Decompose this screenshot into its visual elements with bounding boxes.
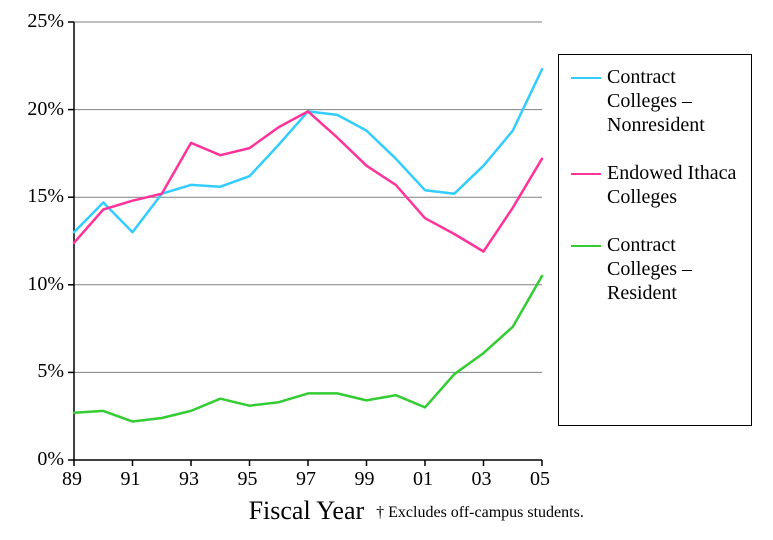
x-tick-label: 95 xyxy=(238,468,258,491)
x-tick-label: 89 xyxy=(62,468,82,491)
x-tick-label: 91 xyxy=(121,468,141,491)
y-tick-label: 20% xyxy=(27,98,64,121)
x-tick-label: 05 xyxy=(530,468,550,491)
series-line-resident xyxy=(74,276,542,422)
x-tick-label: 03 xyxy=(472,468,492,491)
legend-swatch xyxy=(571,77,601,79)
y-tick-label: 0% xyxy=(37,448,64,471)
y-tick-label: 25% xyxy=(27,10,64,33)
chart-container: 0% 5% 10% 15% 20% 25% 89 91 93 95 97 99 01 03 05 Fisc… xyxy=(0,0,773,540)
x-tick-label: 93 xyxy=(179,468,199,491)
legend-label: Endowed Ithaca Colleges xyxy=(607,161,736,209)
legend-entry-resident: Contract Colleges – Resident xyxy=(571,233,739,305)
legend-swatch xyxy=(571,173,601,175)
legend-entry-nonresident: Contract Colleges – Nonresident xyxy=(571,65,739,137)
y-tick-label: 10% xyxy=(27,273,64,296)
legend: Contract Colleges – Nonresident Endowed I… xyxy=(558,54,752,426)
y-tick-label: 15% xyxy=(27,185,64,208)
legend-entry-endowed: Endowed Ithaca Colleges xyxy=(571,161,739,209)
legend-label: Contract Colleges – Resident xyxy=(607,233,692,305)
x-tick-label: 99 xyxy=(355,468,375,491)
x-tick-label: 97 xyxy=(296,468,316,491)
legend-label: Contract Colleges – Nonresident xyxy=(607,65,705,137)
series-line-nonresident xyxy=(74,69,542,232)
y-tick-label: 5% xyxy=(37,360,64,383)
legend-swatch xyxy=(571,245,601,247)
chart-footnote: † Excludes off-campus students. xyxy=(376,504,584,522)
x-tick-label: 01 xyxy=(413,468,433,491)
series-line-endowed xyxy=(74,111,542,251)
x-axis-label: Fiscal Year xyxy=(0,496,364,526)
